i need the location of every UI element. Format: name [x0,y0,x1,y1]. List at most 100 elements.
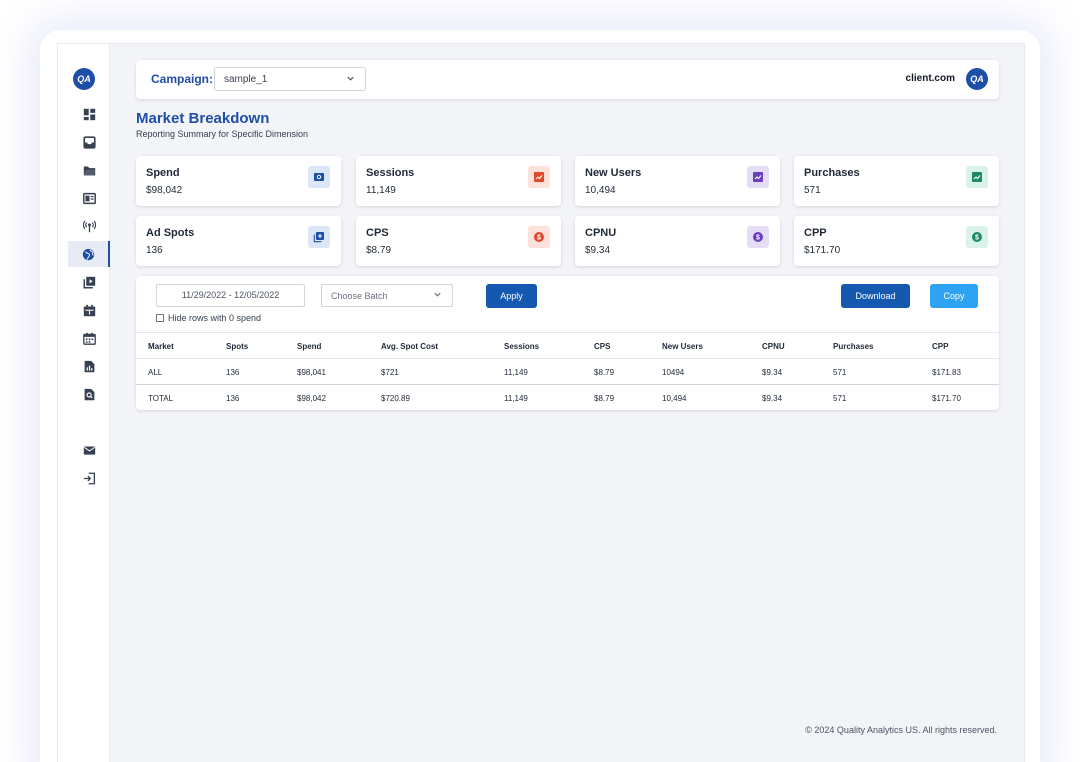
table-cell: 11,149 [504,394,528,403]
column-header[interactable]: Purchases [833,342,874,351]
logout-icon[interactable] [68,465,110,491]
card-value: 10,494 [585,185,616,196]
table-cell: 10494 [662,368,685,377]
card-sessions: Sessions 11,149 [356,156,561,206]
page-title: Market Breakdown [136,110,270,127]
column-header[interactable]: New Users [662,342,703,351]
add-box-icon [308,226,330,248]
apply-button[interactable]: Apply [486,284,537,308]
folder-open-icon[interactable] [68,157,110,183]
page-subtitle: Reporting Summary for Specific Dimension [136,129,309,139]
table-divider [136,358,999,359]
card-value: $8.79 [366,245,392,256]
card-value: $9.34 [585,245,611,256]
client-name: client.com [905,73,955,84]
sidebar: QA [58,44,110,762]
column-header[interactable]: Spend [297,342,322,351]
batch-select-placeholder: Choose Batch [331,291,388,301]
dollar-icon: $ [747,226,769,248]
column-header[interactable]: CPP [932,342,949,351]
dashboard-icon[interactable] [68,101,110,127]
card-cps: CPS $8.79 $ [356,216,561,266]
dollar-icon: $ [528,226,550,248]
card-label: CPS [366,227,389,239]
table-cell: $98,041 [297,368,326,377]
card-label: Purchases [804,167,860,179]
table-cell: 571 [833,394,847,403]
date-range-input[interactable]: 11/29/2022 - 12/05/2022 [156,284,305,307]
chevron-down-icon [433,290,442,301]
table-divider [136,384,999,385]
newspaper-icon[interactable] [68,185,110,211]
card-label: Spend [146,167,180,179]
client-avatar[interactable]: QA [966,68,988,90]
broadcast-icon[interactable] [68,213,110,239]
card-cpp: CPP $171.70 $ [794,216,999,266]
dollar-icon: $ [966,226,988,248]
copy-button[interactable]: Copy [930,284,978,308]
table-cell: $720.89 [381,394,410,403]
hide-zero-spend-label: Hide rows with 0 spend [168,313,262,323]
campaign-select-value: sample_1 [224,74,268,85]
table-cell: 136 [226,394,240,403]
hide-zero-spend-checkbox[interactable] [156,314,164,322]
table-header-row: Market Spots Spend Avg. Spot Cost Sessio… [136,334,999,359]
column-header[interactable]: CPNU [762,342,785,351]
card-label: Sessions [366,167,415,179]
column-header[interactable]: Market [148,342,174,351]
table-row: ALL 136 $98,041 $721 11,149 $8.79 10494 … [136,360,999,385]
trending-up-icon [966,166,988,188]
mail-icon[interactable] [68,437,110,463]
batch-select[interactable]: Choose Batch [321,284,453,307]
table-cell: $8.79 [594,368,615,377]
table-cell: $98,042 [297,394,326,403]
table-cell: $171.83 [932,368,961,377]
table-cell: 10,494 [662,394,687,403]
table-cell: ALL [148,368,163,377]
card-value: $98,042 [146,185,183,196]
trending-up-icon [747,166,769,188]
chevron-down-icon [346,74,355,86]
trending-up-icon [528,166,550,188]
inbox-icon[interactable] [68,129,110,155]
svg-text:$: $ [975,235,979,242]
card-purchases: Purchases 571 [794,156,999,206]
table-cell: 136 [226,368,240,377]
campaign-label: Campaign: [151,72,214,86]
logo[interactable]: QA [73,68,95,90]
report-icon[interactable] [68,353,110,379]
column-header[interactable]: Spots [226,342,249,351]
table-cell: 571 [833,368,847,377]
calendar-icon[interactable] [68,325,110,351]
table-divider [136,332,999,333]
card-value: 136 [146,245,163,256]
table-cell: TOTAL [148,394,174,403]
card-value: 11,149 [366,185,396,196]
column-header[interactable]: CPS [594,342,611,351]
table-cell: $721 [381,368,399,377]
table-cell: $9.34 [762,394,783,403]
video-library-icon[interactable] [68,269,110,295]
table-row-total: TOTAL 136 $98,042 $720.89 11,149 $8.79 1… [136,386,999,411]
card-ad-spots: Ad Spots 136 [136,216,341,266]
card-cpnu: CPNU $9.34 $ [575,216,780,266]
svg-text:$: $ [537,235,541,242]
find-in-page-icon[interactable] [68,381,110,407]
market-table-panel: 11/29/2022 - 12/05/2022 Choose Batch App… [136,276,999,410]
camera-icon [308,166,330,188]
hide-zero-spend-option[interactable]: Hide rows with 0 spend [156,313,261,323]
table-cell: $8.79 [594,394,615,403]
globe-icon[interactable] [68,241,110,267]
card-value: $171.70 [804,245,841,256]
svg-text:$: $ [756,235,760,242]
card-new-users: New Users 10,494 [575,156,780,206]
table-cell: $171.70 [932,394,961,403]
download-button[interactable]: Download [841,284,910,308]
calendar-grid-icon[interactable] [68,297,110,323]
card-label: New Users [585,167,642,179]
card-label: CPNU [585,227,617,239]
column-header[interactable]: Sessions [504,342,540,351]
card-label: Ad Spots [146,227,195,239]
campaign-select[interactable]: sample_1 [214,67,366,91]
column-header[interactable]: Avg. Spot Cost [381,342,439,351]
